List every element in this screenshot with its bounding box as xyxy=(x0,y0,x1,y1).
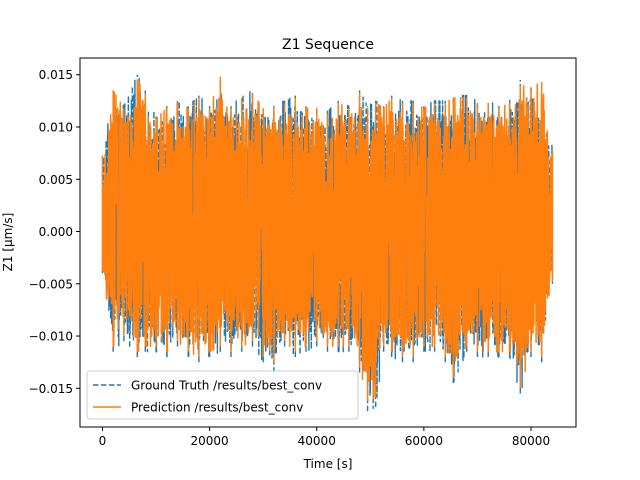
y-tick-label: 0.005 xyxy=(39,173,73,187)
y-tick-label: −0.015 xyxy=(29,382,73,396)
x-tick-label: 0 xyxy=(99,434,107,448)
x-tick-label: 40000 xyxy=(298,434,336,448)
y-axis-ticks: −0.015 −0.010 −0.005 0.000 0.005 0.010 0.015 xyxy=(29,68,80,396)
x-tick-label: 20000 xyxy=(191,434,229,448)
chart-title: Z1 Sequence xyxy=(282,37,374,53)
y-axis-label: Z1 [µm/s] xyxy=(1,213,15,272)
prediction-line xyxy=(101,76,554,401)
x-tick-label: 60000 xyxy=(405,434,443,448)
legend: Ground Truth /results/best_conv Predicti… xyxy=(86,370,359,420)
x-tick-label: 80000 xyxy=(512,434,550,448)
legend-ground-truth-label: Ground Truth /results/best_conv xyxy=(131,379,322,393)
y-tick-label: −0.005 xyxy=(29,277,73,291)
y-tick-label: −0.010 xyxy=(29,330,73,344)
y-tick-label: 0.010 xyxy=(39,120,73,134)
x-axis-label: Time [s] xyxy=(303,457,353,471)
legend-box xyxy=(86,370,359,420)
legend-prediction-label: Prediction /results/best_conv xyxy=(131,401,303,415)
y-tick-label: 0.000 xyxy=(39,225,73,239)
plot-area xyxy=(101,74,554,412)
axes-frame xyxy=(79,57,577,428)
y-tick-label: 0.015 xyxy=(39,68,73,82)
x-axis-ticks: 0 20000 40000 60000 80000 xyxy=(99,427,550,448)
